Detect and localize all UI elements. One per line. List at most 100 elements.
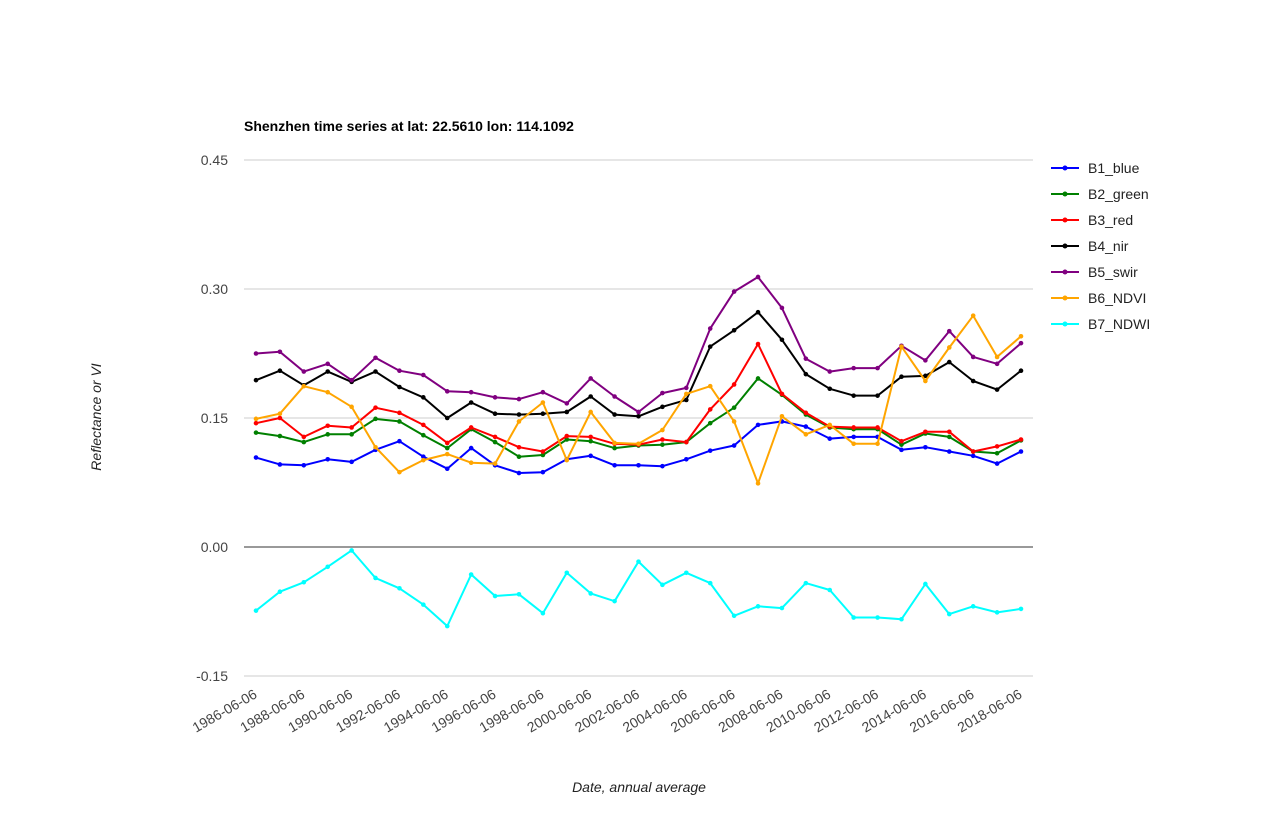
data-point[interactable] — [373, 444, 378, 450]
data-point[interactable] — [588, 394, 593, 399]
data-point[interactable] — [612, 598, 617, 604]
data-point[interactable] — [468, 400, 474, 405]
data-point[interactable] — [421, 602, 426, 607]
data-point[interactable] — [612, 412, 617, 417]
data-point[interactable] — [707, 420, 713, 426]
data-point[interactable] — [970, 449, 976, 454]
data-point[interactable] — [660, 437, 665, 442]
data-point[interactable] — [516, 454, 522, 460]
legend-item[interactable]: B2_green — [1051, 186, 1149, 202]
data-point[interactable] — [994, 450, 1000, 456]
data-point[interactable] — [731, 327, 737, 333]
data-point[interactable] — [349, 404, 354, 410]
legend-item[interactable]: B1_blue — [1051, 160, 1140, 176]
data-point[interactable] — [301, 439, 307, 445]
data-point[interactable] — [1018, 340, 1024, 346]
data-point[interactable] — [707, 326, 713, 331]
data-point[interactable] — [684, 570, 689, 576]
data-point[interactable] — [468, 425, 474, 430]
data-point[interactable] — [612, 440, 617, 446]
data-point[interactable] — [349, 432, 354, 437]
data-point[interactable] — [707, 448, 713, 453]
data-point[interactable] — [492, 439, 498, 445]
data-point[interactable] — [492, 434, 498, 440]
data-point[interactable] — [851, 615, 856, 620]
data-point[interactable] — [325, 564, 331, 570]
data-point[interactable] — [899, 374, 904, 380]
data-point[interactable] — [564, 437, 570, 442]
data-point[interactable] — [564, 433, 570, 439]
data-point[interactable] — [636, 441, 641, 447]
data-point[interactable] — [660, 427, 665, 433]
data-point[interactable] — [277, 415, 283, 421]
data-point[interactable] — [970, 354, 976, 360]
data-point[interactable] — [1018, 437, 1024, 442]
data-point[interactable] — [253, 608, 259, 613]
data-point[interactable] — [707, 344, 713, 349]
data-point[interactable] — [468, 445, 474, 451]
data-point[interactable] — [277, 411, 283, 417]
data-point[interactable] — [588, 438, 593, 444]
data-point[interactable] — [397, 585, 402, 591]
data-point[interactable] — [779, 605, 785, 611]
data-point[interactable] — [325, 456, 331, 462]
data-point[interactable] — [827, 369, 833, 374]
data-point[interactable] — [301, 579, 307, 585]
legend-item[interactable]: B3_red — [1051, 212, 1133, 228]
data-point[interactable] — [875, 365, 880, 371]
data-point[interactable] — [994, 461, 1000, 466]
data-point[interactable] — [588, 453, 593, 459]
data-point[interactable] — [421, 432, 426, 438]
data-point[interactable] — [779, 337, 785, 343]
data-point[interactable] — [684, 456, 689, 462]
data-point[interactable] — [421, 422, 426, 428]
data-point[interactable] — [755, 481, 761, 486]
data-point[interactable] — [946, 434, 952, 440]
data-point[interactable] — [492, 395, 498, 400]
data-point[interactable] — [923, 358, 928, 363]
data-point[interactable] — [994, 444, 1000, 449]
data-point[interactable] — [660, 404, 665, 410]
data-point[interactable] — [899, 442, 904, 447]
data-point[interactable] — [636, 559, 641, 564]
data-point[interactable] — [540, 469, 546, 475]
data-point[interactable] — [684, 391, 689, 397]
data-point[interactable] — [564, 570, 570, 576]
data-point[interactable] — [516, 470, 522, 476]
data-point[interactable] — [660, 582, 665, 588]
data-point[interactable] — [540, 400, 546, 405]
data-point[interactable] — [755, 604, 761, 609]
data-point[interactable] — [803, 580, 809, 586]
data-point[interactable] — [684, 397, 689, 403]
data-point[interactable] — [851, 434, 856, 440]
data-point[interactable] — [827, 422, 833, 428]
data-point[interactable] — [373, 575, 378, 581]
data-point[interactable] — [923, 444, 928, 450]
data-point[interactable] — [492, 411, 498, 417]
data-point[interactable] — [253, 420, 259, 426]
data-point[interactable] — [660, 442, 665, 447]
data-point[interactable] — [397, 410, 402, 416]
data-point[interactable] — [277, 368, 283, 374]
data-point[interactable] — [803, 371, 809, 377]
data-point[interactable] — [612, 394, 617, 399]
data-point[interactable] — [397, 469, 402, 475]
data-point[interactable] — [564, 457, 570, 463]
data-point[interactable] — [994, 387, 1000, 392]
data-point[interactable] — [468, 389, 474, 395]
data-point[interactable] — [803, 410, 809, 416]
data-point[interactable] — [444, 623, 450, 629]
data-point[interactable] — [660, 390, 665, 396]
data-point[interactable] — [851, 441, 856, 447]
data-point[interactable] — [492, 593, 498, 599]
data-point[interactable] — [970, 378, 976, 384]
data-point[interactable] — [731, 419, 737, 424]
data-point[interactable] — [946, 345, 952, 350]
data-point[interactable] — [755, 422, 761, 428]
data-point[interactable] — [636, 409, 641, 415]
data-point[interactable] — [253, 430, 259, 435]
data-point[interactable] — [277, 433, 283, 439]
data-point[interactable] — [421, 372, 426, 378]
legend-item[interactable]: B7_NDWI — [1051, 316, 1150, 332]
data-point[interactable] — [946, 449, 952, 454]
